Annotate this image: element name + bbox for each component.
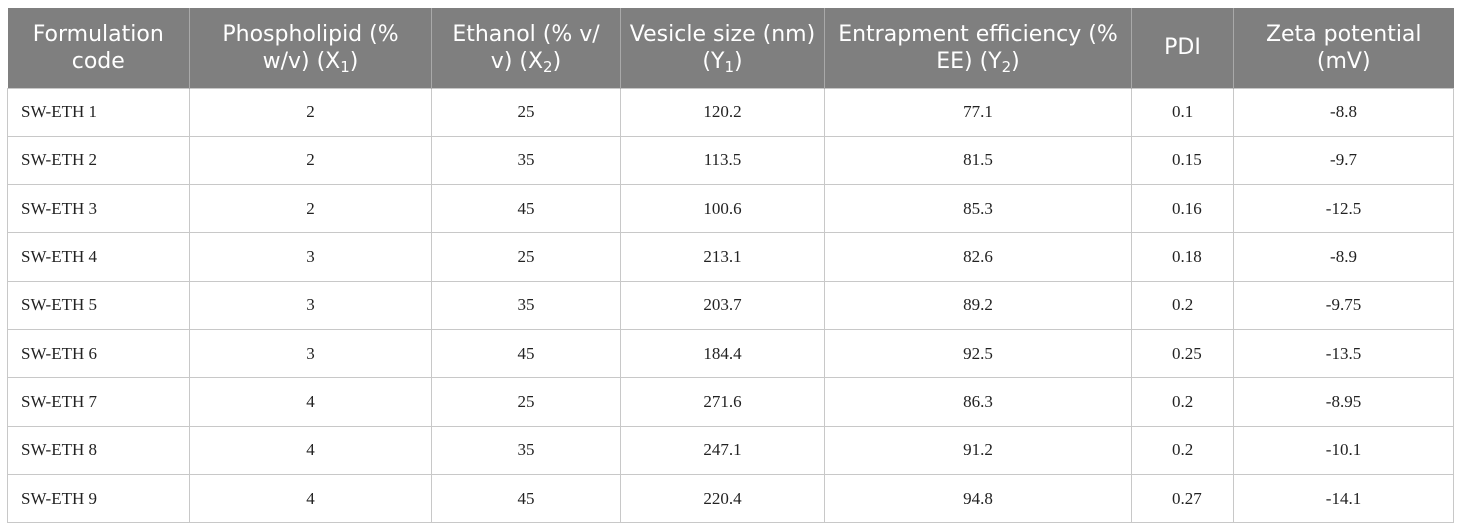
cell-pdi: 0.2 [1131,425,1234,475]
cell-formulation-code: SW-ETH 4 [7,232,190,282]
cell-zeta-potential: -8.9 [1233,232,1454,282]
cell-ethanol: 25 [431,87,621,137]
header-zeta-potential: Zeta potential (mV) [1233,8,1454,88]
cell-vesicle-size: 113.5 [620,135,825,186]
header-pdi: PDI [1131,8,1234,88]
table-row: SW-ETH 1 2 25 120.2 77.1 0.1 -8.8 [7,87,1454,137]
cell-zeta-potential: -8.8 [1233,87,1454,137]
cell-pdi: 0.2 [1131,280,1234,330]
cell-phospholipid: 4 [189,377,432,427]
cell-zeta-potential: -9.75 [1233,280,1454,330]
cell-vesicle-size: 120.2 [620,87,825,137]
cell-formulation-code: SW-ETH 3 [7,184,190,234]
cell-ethanol: 25 [431,377,621,427]
cell-vesicle-size: 100.6 [620,184,825,234]
cell-ethanol: 35 [431,135,621,186]
cell-entrapment-efficiency: 81.5 [824,135,1132,186]
cell-pdi: 0.25 [1131,328,1234,379]
cell-zeta-potential: -8.95 [1233,377,1454,427]
cell-phospholipid: 3 [189,232,432,282]
table-row: SW-ETH 2 2 35 113.5 81.5 0.15 -9.7 [7,135,1454,186]
cell-vesicle-size: 271.6 [620,377,825,427]
table-row: SW-ETH 7 4 25 271.6 86.3 0.2 -8.95 [7,377,1454,427]
cell-pdi: 0.2 [1131,377,1234,427]
cell-formulation-code: SW-ETH 5 [7,280,190,330]
header-vesicle-size: Vesicle size (nm) (Y1) [620,8,825,88]
cell-phospholipid: 3 [189,328,432,379]
cell-ethanol: 45 [431,473,621,524]
header-entrapment-efficiency: Entrapment efficiency (% EE) (Y2) [824,8,1132,88]
cell-pdi: 0.1 [1131,87,1234,137]
cell-pdi: 0.27 [1131,473,1234,524]
table-row: SW-ETH 4 3 25 213.1 82.6 0.18 -8.9 [7,232,1454,282]
cell-entrapment-efficiency: 94.8 [824,473,1132,524]
cell-zeta-potential: -10.1 [1233,425,1454,475]
cell-pdi: 0.15 [1131,135,1234,186]
cell-entrapment-efficiency: 85.3 [824,184,1132,234]
cell-ethanol: 35 [431,280,621,330]
cell-vesicle-size: 203.7 [620,280,825,330]
table-row: SW-ETH 8 4 35 247.1 91.2 0.2 -10.1 [7,425,1454,475]
cell-ethanol: 25 [431,232,621,282]
table-row: SW-ETH 5 3 35 203.7 89.2 0.2 -9.75 [7,280,1454,330]
cell-entrapment-efficiency: 91.2 [824,425,1132,475]
cell-phospholipid: 2 [189,87,432,137]
cell-formulation-code: SW-ETH 1 [7,87,190,137]
cell-phospholipid: 4 [189,425,432,475]
cell-ethanol: 35 [431,425,621,475]
cell-entrapment-efficiency: 77.1 [824,87,1132,137]
cell-entrapment-efficiency: 86.3 [824,377,1132,427]
cell-phospholipid: 3 [189,280,432,330]
cell-zeta-potential: -14.1 [1233,473,1454,524]
cell-formulation-code: SW-ETH 2 [7,135,190,186]
cell-phospholipid: 4 [189,473,432,524]
cell-formulation-code: SW-ETH 6 [7,328,190,379]
header-phospholipid: Phospholipid (% w/v) (X1) [189,8,432,88]
header-formulation-code: Formulation code [7,8,190,88]
header-ethanol: Ethanol (% v/ v) (X2) [431,8,621,88]
cell-formulation-code: SW-ETH 9 [7,473,190,524]
cell-entrapment-efficiency: 92.5 [824,328,1132,379]
cell-entrapment-efficiency: 82.6 [824,232,1132,282]
cell-vesicle-size: 220.4 [620,473,825,524]
cell-vesicle-size: 184.4 [620,328,825,379]
cell-vesicle-size: 247.1 [620,425,825,475]
cell-formulation-code: SW-ETH 8 [7,425,190,475]
cell-phospholipid: 2 [189,184,432,234]
formulation-table: Formulation code Phospholipid (% w/v) (X… [7,8,1454,524]
cell-zeta-potential: -13.5 [1233,328,1454,379]
cell-phospholipid: 2 [189,135,432,186]
table-row: SW-ETH 6 3 45 184.4 92.5 0.25 -13.5 [7,328,1454,379]
cell-pdi: 0.18 [1131,232,1234,282]
cell-zeta-potential: -12.5 [1233,184,1454,234]
cell-ethanol: 45 [431,328,621,379]
cell-zeta-potential: -9.7 [1233,135,1454,186]
table-row: SW-ETH 9 4 45 220.4 94.8 0.27 -14.1 [7,473,1454,524]
cell-ethanol: 45 [431,184,621,234]
cell-entrapment-efficiency: 89.2 [824,280,1132,330]
header-row: Formulation code Phospholipid (% w/v) (X… [7,8,1454,88]
table-row: SW-ETH 3 2 45 100.6 85.3 0.16 -12.5 [7,184,1454,234]
cell-vesicle-size: 213.1 [620,232,825,282]
cell-pdi: 0.16 [1131,184,1234,234]
cell-formulation-code: SW-ETH 7 [7,377,190,427]
